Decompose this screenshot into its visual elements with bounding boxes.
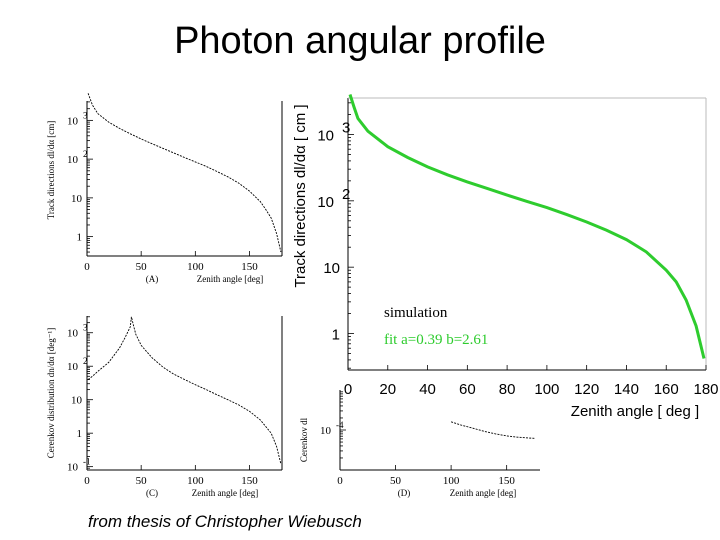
x-tick-label: 50: [136, 475, 148, 487]
y-tick-label: 10: [67, 328, 79, 340]
y-tick-label: 10: [67, 462, 79, 474]
panel-label: (C): [146, 488, 158, 498]
simulation-series-line: [450, 421, 535, 439]
x-axis-label: Zenith angle [deg]: [450, 488, 516, 498]
y-tick-label: 10: [67, 361, 79, 373]
y-tick-exponent: 3: [342, 119, 350, 136]
y-tick-label: 1: [332, 327, 340, 344]
y-tick-exponent: -4: [336, 420, 344, 430]
y-axis-label: Cerenkov distribution dn/dα [deg⁻¹]: [46, 328, 56, 458]
x-tick-label: 80: [499, 381, 516, 398]
footer-credit: from thesis of Christopher Wiebusch: [88, 512, 362, 531]
x-axis-label: Zenith angle [ deg ]: [571, 403, 699, 420]
simulation-series-line: [87, 316, 282, 465]
x-tick-label: 40: [419, 381, 436, 398]
x-tick-label: 120: [574, 381, 599, 398]
fit-series-line: [348, 94, 706, 359]
x-tick-label: 100: [534, 381, 559, 398]
x-axis-label: Zenith angle [deg]: [197, 274, 263, 284]
x-tick-label: 0: [344, 381, 352, 398]
y-tick-exponent: -1: [83, 457, 91, 467]
x-tick-label: 180: [693, 381, 718, 398]
x-tick-label: 150: [241, 261, 258, 273]
x-tick-label: 100: [187, 475, 204, 487]
y-tick-label: 10: [67, 115, 79, 127]
legend-entry-fit: fit a=0.39 b=2.61: [384, 332, 488, 348]
y-tick-exponent: 3: [83, 323, 88, 333]
x-tick-label: 60: [459, 381, 476, 398]
panel-label: (D): [398, 488, 411, 498]
legend-entry-simulation: simulation: [384, 305, 448, 321]
y-tick-exponent: 3: [83, 110, 88, 120]
x-tick-label: 100: [443, 475, 460, 487]
y-tick-exponent: 2: [342, 186, 350, 203]
simulation-series-line: [87, 93, 282, 253]
y-tick-label: 10: [71, 395, 83, 407]
x-tick-label: 50: [390, 475, 402, 487]
x-tick-label: 150: [498, 475, 515, 487]
y-tick-label: 1: [77, 232, 83, 244]
x-tick-label: 140: [614, 381, 639, 398]
panel-label: (A): [146, 274, 159, 284]
x-tick-label: 20: [379, 381, 396, 398]
x-tick-label: 100: [187, 261, 204, 273]
y-tick-label: 10: [317, 194, 334, 211]
x-tick-label: 0: [84, 475, 90, 487]
y-tick-label: 10: [67, 154, 79, 166]
y-tick-exponent: 2: [83, 356, 88, 366]
x-tick-label: 160: [654, 381, 679, 398]
y-axis-label: Track directions dl/dα [cm]: [46, 121, 56, 220]
slide-title: Photon angular profile: [174, 20, 546, 62]
x-tick-label: 0: [84, 261, 90, 273]
y-tick-label: 10: [323, 260, 340, 277]
x-tick-label: 150: [241, 475, 258, 487]
y-axis-label: Cerenkov dl: [299, 417, 309, 462]
x-tick-label: 50: [136, 261, 148, 273]
y-tick-label: 10: [320, 425, 332, 437]
x-axis-label: Zenith angle [deg]: [192, 488, 258, 498]
y-tick-exponent: 2: [83, 149, 88, 159]
y-axis-label: Track directions dl/dα [ cm ]: [292, 104, 309, 287]
y-tick-label: 1: [77, 428, 83, 440]
y-tick-label: 10: [71, 193, 83, 205]
legend: simulation fit a=0.39 b=2.61: [384, 305, 488, 348]
x-tick-label: 0: [337, 475, 343, 487]
y-tick-label: 10: [317, 127, 334, 144]
